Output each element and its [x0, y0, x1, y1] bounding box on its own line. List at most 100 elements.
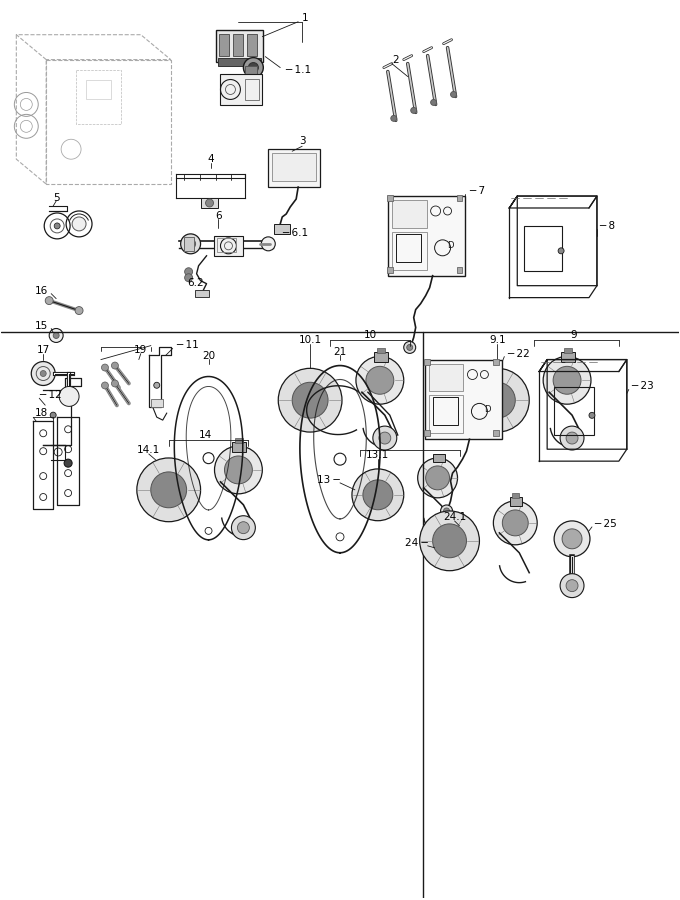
Bar — [245, 66, 257, 74]
Circle shape — [441, 505, 452, 517]
Circle shape — [543, 356, 591, 404]
Circle shape — [560, 426, 584, 450]
Text: 13.1: 13.1 — [367, 450, 390, 460]
Circle shape — [40, 371, 46, 376]
Circle shape — [363, 480, 393, 509]
Circle shape — [64, 459, 72, 467]
Text: 4: 4 — [207, 154, 214, 164]
Bar — [388, 196, 466, 275]
Circle shape — [50, 412, 56, 418]
Circle shape — [45, 297, 53, 304]
Circle shape — [75, 307, 83, 315]
Circle shape — [418, 458, 458, 498]
Circle shape — [137, 458, 201, 522]
Bar — [424, 430, 430, 436]
Bar — [564, 348, 572, 354]
Circle shape — [278, 368, 342, 432]
Bar — [248, 33, 257, 56]
Bar — [494, 358, 499, 365]
Text: 24 ─: 24 ─ — [405, 538, 428, 548]
Bar — [233, 33, 243, 56]
Text: D: D — [484, 405, 491, 414]
Bar — [392, 200, 426, 228]
Bar — [396, 234, 421, 262]
Circle shape — [31, 362, 55, 385]
Bar — [510, 497, 522, 506]
Bar — [86, 79, 111, 99]
Circle shape — [407, 345, 413, 350]
Circle shape — [443, 508, 449, 514]
Text: 1: 1 — [302, 13, 309, 22]
Circle shape — [154, 382, 160, 388]
Bar — [561, 353, 575, 363]
Circle shape — [589, 412, 595, 418]
Circle shape — [231, 516, 256, 540]
Bar — [274, 224, 290, 234]
Bar — [494, 430, 499, 436]
Bar — [392, 232, 426, 270]
Circle shape — [292, 382, 328, 418]
Text: D: D — [447, 241, 454, 250]
Circle shape — [430, 99, 437, 105]
Bar — [220, 74, 262, 105]
Bar — [387, 266, 393, 273]
Circle shape — [503, 510, 528, 536]
Text: ─ 23: ─ 23 — [631, 382, 653, 392]
Circle shape — [185, 274, 192, 282]
Bar — [233, 442, 246, 452]
Text: 6: 6 — [215, 211, 222, 221]
Bar — [428, 395, 464, 433]
Circle shape — [554, 521, 590, 557]
Text: ─ 25: ─ 25 — [594, 519, 617, 529]
Circle shape — [479, 382, 515, 418]
Circle shape — [54, 223, 60, 229]
Circle shape — [224, 456, 252, 484]
Circle shape — [205, 199, 214, 207]
Circle shape — [261, 237, 275, 251]
Circle shape — [214, 446, 262, 494]
Circle shape — [566, 580, 578, 591]
Circle shape — [558, 248, 564, 254]
Circle shape — [560, 573, 584, 598]
Circle shape — [566, 432, 578, 444]
Circle shape — [352, 469, 404, 521]
Text: 17: 17 — [37, 345, 50, 355]
Circle shape — [112, 362, 118, 369]
Text: 10: 10 — [363, 330, 377, 340]
Bar — [524, 226, 562, 271]
Circle shape — [391, 115, 396, 122]
Circle shape — [420, 511, 479, 571]
Text: ─ 6.1: ─ 6.1 — [282, 228, 308, 238]
Text: 16: 16 — [35, 285, 48, 296]
Bar — [220, 33, 229, 56]
Circle shape — [53, 332, 59, 338]
Circle shape — [101, 364, 108, 371]
Bar — [432, 454, 445, 462]
Bar — [194, 290, 209, 297]
Circle shape — [379, 432, 391, 444]
Text: 14: 14 — [199, 430, 212, 440]
Circle shape — [59, 386, 79, 407]
Text: 14.1: 14.1 — [137, 445, 160, 455]
Circle shape — [494, 501, 537, 544]
Bar — [424, 360, 503, 439]
Text: 13 ─: 13 ─ — [318, 475, 340, 485]
Bar — [151, 400, 163, 407]
Bar — [269, 149, 320, 187]
Circle shape — [426, 466, 449, 490]
Bar — [387, 195, 393, 201]
Circle shape — [373, 426, 396, 450]
Circle shape — [366, 366, 394, 394]
Bar — [216, 238, 237, 252]
Text: 24.1: 24.1 — [443, 512, 466, 522]
Bar — [272, 153, 316, 181]
Bar — [432, 398, 458, 426]
Bar — [184, 237, 194, 251]
Circle shape — [356, 356, 404, 404]
Circle shape — [151, 472, 186, 508]
Text: 18: 18 — [35, 409, 48, 419]
Circle shape — [432, 516, 452, 536]
Circle shape — [451, 92, 456, 97]
Bar — [428, 364, 464, 392]
Text: 9: 9 — [571, 330, 577, 340]
